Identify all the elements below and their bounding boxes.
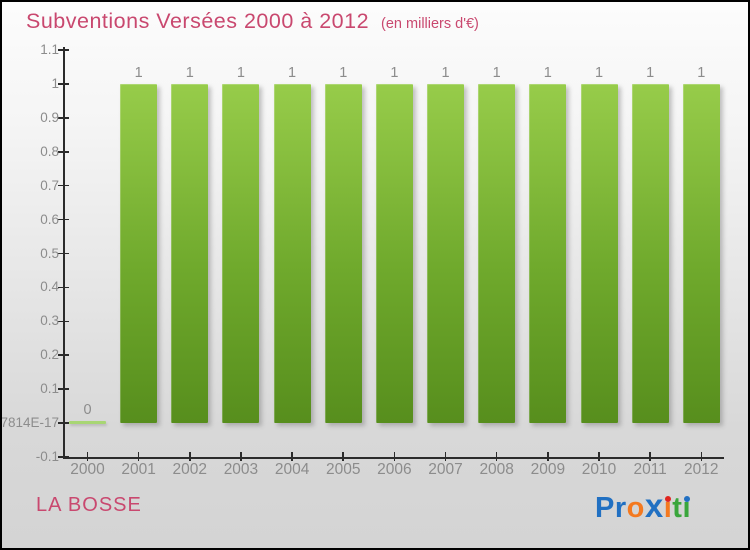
logo-letter-x: x: [644, 487, 664, 524]
y-tick: [58, 83, 69, 85]
x-tick: [598, 452, 600, 461]
proxiti-logo[interactable]: Proxı tı: [595, 489, 691, 523]
bar: [529, 83, 567, 424]
y-tick: [58, 320, 69, 323]
y-tick-label: 0.2: [40, 347, 59, 363]
x-tick: [495, 452, 498, 461]
bar: [171, 83, 209, 424]
logo-letter-t: t: [672, 492, 683, 524]
bar-value-label: 1: [134, 64, 143, 81]
bar-value-label: 1: [339, 64, 348, 81]
bar: [580, 83, 618, 424]
y-tick-label: 0.6: [40, 211, 59, 227]
x-axis: [63, 456, 724, 459]
chart-title: Subventions Versées 2000 à 2012: [26, 9, 370, 33]
zero-bar: [69, 421, 106, 424]
x-tick-label: 2001: [121, 461, 156, 478]
x-tick-label: 2002: [172, 461, 208, 478]
bar: [222, 83, 260, 424]
y-tick: [58, 286, 69, 289]
y-tick: [58, 456, 69, 458]
bar-value-label: 1: [185, 64, 194, 81]
y-tick-label: 0.1: [40, 381, 59, 397]
chart-subtitle: (en milliers d'€): [381, 16, 479, 32]
bar: [120, 83, 158, 424]
y-tick: [58, 150, 69, 153]
x-tick: [137, 452, 140, 461]
x-tick: [240, 452, 242, 461]
y-tick-label: 07814E-17: [0, 415, 59, 431]
y-tick: [58, 184, 69, 187]
commune-name: LA BOSSE: [36, 494, 142, 516]
bar: [478, 83, 516, 424]
y-tick-label: -0.1: [35, 449, 59, 464]
x-tick-label: 2012: [684, 461, 719, 478]
bar-value-label: 1: [390, 64, 399, 81]
x-tick-label: 2007: [428, 461, 463, 478]
bar: [631, 83, 669, 424]
logo-letter-i: ı: [663, 492, 673, 524]
y-tick: [58, 117, 69, 119]
logo-letter-r: r: [614, 492, 627, 524]
x-tick: [393, 452, 396, 461]
bar-value-label: 1: [441, 64, 450, 81]
bar: [375, 83, 413, 424]
y-tick-label: 0.7: [40, 177, 59, 193]
y-tick-label: 0.4: [40, 279, 59, 295]
x-tick: [342, 452, 345, 461]
x-tick: [444, 452, 447, 461]
x-tick: [86, 452, 89, 461]
bar: [324, 83, 362, 424]
bar-value-label: 1: [697, 64, 706, 81]
y-tick: [58, 354, 69, 357]
logo-letter-i: ı: [682, 492, 692, 524]
y-tick-label: 0.5: [40, 245, 59, 261]
bar-value-label: 1: [236, 64, 245, 81]
x-tick: [189, 452, 191, 461]
x-tick: [649, 452, 651, 461]
bar-value-label: 1: [594, 64, 604, 81]
logo-letter-P: P: [595, 492, 615, 524]
x-tick-label: 2003: [223, 461, 259, 478]
logo-letter-o: o: [626, 492, 645, 524]
y-tick-label: 0.9: [40, 109, 59, 125]
y-tick: [58, 422, 69, 424]
x-tick-label: 2010: [581, 461, 617, 478]
y-tick: [58, 388, 69, 390]
bar-value-label: 0: [83, 402, 92, 419]
chart-header: Subventions Versées 2000 à 2012 (en mill…: [26, 9, 479, 34]
logo-letter-dot: [683, 496, 690, 502]
x-tick-label: 2004: [274, 461, 310, 478]
x-tick-label: 2009: [530, 461, 566, 478]
x-tick: [700, 452, 703, 461]
y-tick-label: 0.3: [40, 313, 59, 329]
bar-value-label: 1: [646, 64, 655, 81]
x-tick-label: 2000: [70, 461, 105, 478]
y-tick-label: 1: [51, 75, 59, 91]
y-tick-label: 0.8: [40, 143, 59, 159]
logo-letter-dot: [665, 496, 671, 502]
x-tick: [291, 452, 293, 461]
y-tick: [58, 49, 69, 51]
x-tick-label: 2011: [633, 461, 667, 478]
bar-value-label: 1: [288, 64, 297, 81]
bar-value-label: 1: [543, 64, 552, 81]
bar: [427, 83, 465, 424]
y-tick: [58, 218, 69, 221]
y-tick: [58, 252, 69, 255]
x-tick-label: 2006: [377, 461, 412, 478]
bar: [273, 83, 311, 424]
x-tick: [547, 452, 549, 461]
y-tick-label: 1.1: [40, 42, 59, 57]
bar-value-label: 1: [492, 64, 501, 81]
bar: [682, 83, 720, 424]
x-tick-label: 2005: [326, 461, 361, 478]
x-tick-label: 2008: [479, 461, 514, 478]
